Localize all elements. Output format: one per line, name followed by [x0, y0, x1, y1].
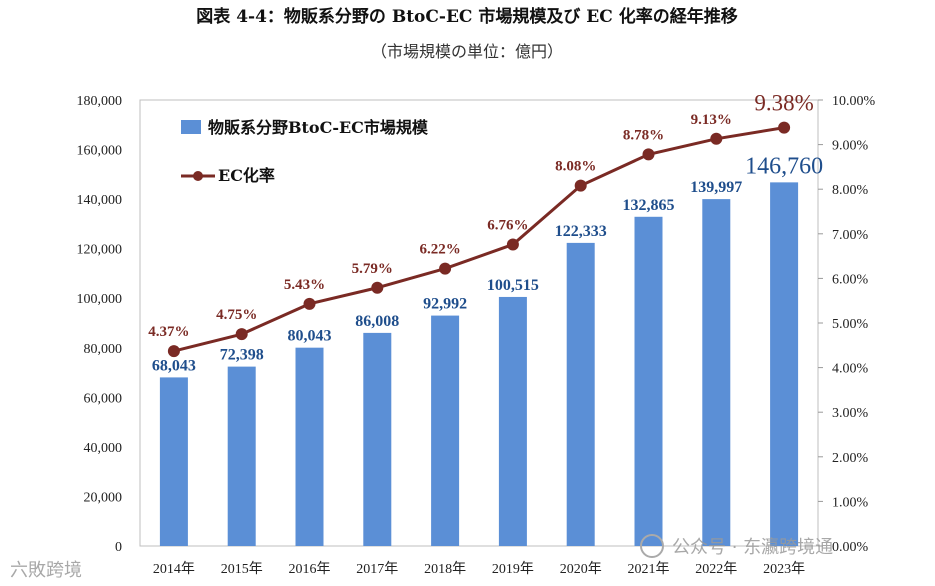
x-axis-tick-label: 2021年	[628, 561, 670, 577]
left-axis-tick-label: 40,000	[84, 441, 123, 456]
right-axis-tick-label: 1.00%	[832, 495, 869, 510]
bar-data-label: 146,760	[745, 153, 823, 179]
ec-rate-line	[173, 126, 785, 353]
x-axis-tick-label: 2018年	[424, 561, 466, 577]
ec-rate-point	[235, 328, 248, 341]
x-axis-tick-label: 2016年	[289, 561, 331, 577]
ec-rate-point	[439, 262, 452, 275]
chart-title: 図表 4-4：物販系分野の BtoC-EC 市場規模及び EC 化率の経年推移	[196, 6, 737, 27]
bar-data-label: 68,043	[152, 357, 196, 374]
right-axis-tick-label: 5.00%	[832, 317, 869, 332]
ec-rate-data-label: 9.13%	[691, 112, 732, 128]
bar	[227, 366, 256, 546]
left-axis-tick-label: 120,000	[77, 243, 123, 258]
ec-rate-data-label: 9.38%	[754, 91, 813, 116]
ec-rate-data-label: 4.37%	[148, 324, 189, 340]
bar	[566, 242, 595, 546]
ec-rate-data-label: 6.22%	[419, 242, 460, 258]
left-axis-tick-label: 160,000	[77, 144, 123, 159]
bar-data-label: 100,515	[487, 277, 539, 294]
ec-rate-point	[642, 148, 655, 161]
x-axis-tick-label: 2022年	[695, 561, 737, 577]
bar	[159, 377, 188, 546]
left-axis-tick-label: 80,000	[84, 342, 123, 357]
x-axis-tick-label: 2020年	[560, 561, 602, 577]
watermark-right: 公众号 · 东瀛跨境通	[640, 534, 833, 558]
ec-rate-point	[778, 121, 791, 134]
ec-rate-point	[506, 238, 519, 251]
watermark-right-text: 公众号 · 东瀛跨境通	[672, 536, 833, 558]
legend-line-label: EC化率	[218, 166, 275, 185]
right-axis-tick-label: 9.00%	[832, 139, 869, 154]
bar-data-label: 86,008	[355, 313, 399, 330]
left-axis-tick-label: 100,000	[77, 292, 123, 307]
ec-rate-data-label: 4.75%	[216, 307, 257, 323]
bar-data-label: 139,997	[690, 179, 742, 196]
watermark-left: 六敗跨境	[10, 560, 82, 581]
legend-bar-swatch	[181, 120, 201, 134]
left-axis-tick-label: 20,000	[84, 490, 123, 505]
legend-bar-label: 物販系分野BtoC-EC市場規模	[208, 118, 429, 137]
bar	[498, 296, 527, 546]
ec-rate-data-label: 8.08%	[555, 159, 596, 175]
bar-data-label: 122,333	[555, 223, 607, 240]
x-axis-tick-label: 2023年	[763, 561, 805, 577]
bar	[431, 315, 460, 546]
right-axis-tick-label: 10.00%	[832, 94, 876, 109]
legend: 物販系分野BtoC-EC市場規模 EC化率	[181, 118, 429, 185]
wechat-icon	[640, 534, 664, 558]
ec-rate-point	[371, 281, 384, 294]
legend-line-marker	[193, 171, 203, 181]
x-axis-tick-label: 2019年	[492, 561, 534, 577]
right-axis-tick-label: 6.00%	[832, 272, 869, 287]
bar-data-label: 72,398	[220, 347, 264, 364]
ec-rate-data-label: 5.43%	[284, 277, 325, 293]
right-axis-tick-label: 8.00%	[832, 183, 869, 198]
right-axis-tick-label: 3.00%	[832, 406, 869, 421]
ec-rate-point	[710, 132, 723, 145]
left-axis-tick-label: 180,000	[77, 94, 123, 109]
bar	[634, 216, 663, 547]
ec-rate-point	[167, 345, 180, 358]
bar	[295, 347, 324, 546]
chart-subtitle: （市場規模の単位：億円）	[371, 42, 563, 61]
ec-rate-data-label: 5.79%	[352, 261, 393, 277]
bar	[770, 182, 799, 546]
bar	[702, 199, 731, 547]
ec-rate-point	[574, 179, 587, 192]
right-axis-tick-label: 7.00%	[832, 228, 869, 243]
bar	[363, 332, 392, 546]
bar-data-label: 132,865	[623, 197, 675, 214]
x-axis-tick-label: 2014年	[153, 561, 195, 577]
ec-rate-data-label: 6.76%	[487, 218, 528, 234]
bar-data-label: 92,992	[423, 296, 467, 313]
x-axis-tick-label: 2015年	[221, 561, 263, 577]
ec-rate-point	[303, 297, 316, 310]
right-axis-tick-label: 4.00%	[832, 362, 869, 377]
x-axis-tick-label: 2017年	[356, 561, 398, 577]
right-axis-tick-label: 0.00%	[832, 540, 869, 555]
right-axis-tick-label: 2.00%	[832, 451, 869, 466]
ec-rate-data-label: 8.78%	[623, 127, 664, 143]
left-axis-tick-label: 0	[115, 540, 122, 555]
left-axis-tick-label: 60,000	[84, 391, 123, 406]
left-axis-tick-label: 140,000	[77, 193, 123, 208]
bar-data-label: 80,043	[288, 328, 332, 345]
